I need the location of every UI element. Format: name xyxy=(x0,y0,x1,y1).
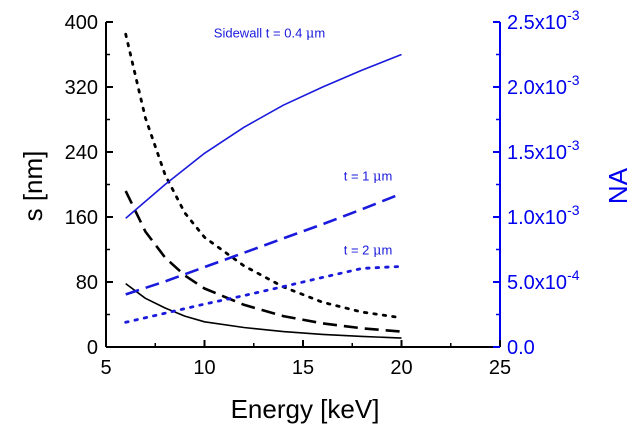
na-dashed-series-line xyxy=(125,192,402,296)
y-right-tick-exponent: -3 xyxy=(567,137,580,153)
y-left-tick-label: 160 xyxy=(65,207,98,229)
y-right-tick-exponent: -3 xyxy=(567,202,580,218)
y-left-tick-label: 320 xyxy=(65,77,98,99)
y-right-tick-exponent: -3 xyxy=(567,72,580,88)
x-tick-label: 5 xyxy=(100,357,111,379)
x-tick-label: 15 xyxy=(292,357,314,379)
s-solid-series-line xyxy=(125,282,402,339)
y-left-tick-label: 80 xyxy=(76,272,98,294)
x-tick-label: 10 xyxy=(193,357,215,379)
y-axis-right-title: NA xyxy=(603,167,633,204)
x-tick-label: 25 xyxy=(489,357,511,379)
na-solid-series-line xyxy=(125,53,402,219)
x-axis-title: Energy [keV] xyxy=(231,394,380,424)
y-right-tick-label: 2.0x10-3 xyxy=(507,72,580,99)
y-right-tick-exponent: -3 xyxy=(567,7,580,23)
y-left-tick-label: 240 xyxy=(65,142,98,164)
axes xyxy=(105,21,501,348)
s-dotted-series-line xyxy=(124,32,403,320)
y-right-tick-exponent: -4 xyxy=(567,267,580,283)
na-dotted-series-line xyxy=(124,264,403,324)
series-annotation: t = 2 μm xyxy=(344,242,393,258)
series-layer xyxy=(124,32,403,339)
s-dashed-series-line xyxy=(124,190,402,333)
y-right-tick-label: 0.0 xyxy=(507,337,535,359)
y-left-tick-label: 400 xyxy=(65,12,98,34)
y-axis-left-title: s [nm] xyxy=(18,151,48,222)
annotations: Sidewall t = 0.4 μm t = 1 μm t = 2 μm xyxy=(214,25,393,258)
y-right-tick-label: 1.5x10-3 xyxy=(507,137,580,164)
tick-labels: 5 10 15 20 25 0 80 160 240 320 400 0.0 5.0x10-4 1.0x1… xyxy=(65,7,580,379)
series-annotation: t = 1 μm xyxy=(344,168,393,184)
y-right-tick-label: 2.5x10-3 xyxy=(507,7,580,34)
x-tick-label: 20 xyxy=(390,357,412,379)
y-right-tick-label: 5.0x10-4 xyxy=(507,267,580,294)
series-annotation: Sidewall t = 0.4 μm xyxy=(214,25,325,41)
y-right-tick-label: 1.0x10-3 xyxy=(507,202,580,229)
y-left-tick-label: 0 xyxy=(87,337,98,359)
